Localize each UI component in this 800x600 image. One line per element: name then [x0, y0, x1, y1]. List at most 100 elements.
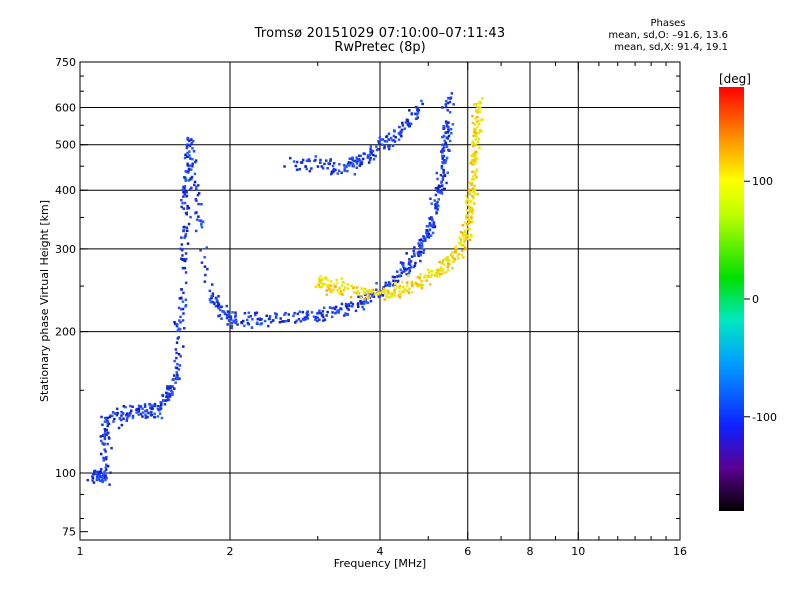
data-point — [476, 111, 479, 114]
data-point — [292, 160, 296, 163]
data-point — [317, 283, 320, 286]
data-point — [107, 436, 111, 439]
data-point — [198, 219, 201, 222]
data-point — [464, 232, 468, 236]
data-point — [370, 291, 374, 294]
data-point — [334, 312, 337, 315]
data-point — [474, 170, 477, 174]
data-point — [177, 336, 180, 339]
data-point — [405, 272, 408, 276]
data-point — [284, 311, 287, 315]
data-point — [449, 97, 452, 100]
data-point — [426, 232, 429, 235]
data-point — [125, 412, 129, 415]
data-point — [481, 97, 484, 100]
data-point — [462, 244, 465, 247]
data-point — [146, 415, 149, 419]
data-point — [353, 159, 356, 163]
data-point — [189, 177, 192, 180]
data-point — [357, 295, 360, 299]
data-point — [413, 252, 416, 255]
data-point — [369, 145, 373, 148]
data-point — [470, 216, 473, 220]
data-point — [326, 285, 329, 288]
data-point — [441, 259, 445, 262]
data-point — [468, 205, 472, 209]
data-point — [375, 288, 378, 291]
data-point — [463, 246, 467, 249]
data-point — [147, 411, 150, 415]
data-point — [183, 259, 187, 263]
data-point — [382, 286, 386, 289]
data-point — [434, 271, 437, 275]
data-point — [445, 124, 449, 127]
data-point — [185, 226, 189, 229]
data-point — [411, 290, 414, 294]
data-point — [93, 469, 97, 473]
data-point — [438, 260, 441, 264]
data-point — [182, 185, 185, 189]
data-point — [106, 422, 109, 425]
y-tick-label: 75 — [62, 526, 76, 539]
data-point — [385, 135, 388, 139]
x-tick-label: 8 — [527, 545, 534, 558]
data-point — [363, 292, 366, 295]
data-point — [450, 92, 454, 95]
data-point — [188, 178, 191, 182]
data-point — [173, 374, 176, 377]
data-point — [458, 236, 462, 240]
data-point — [398, 290, 401, 293]
data-point — [462, 237, 466, 240]
data-point — [440, 164, 444, 168]
data-point — [282, 320, 286, 323]
data-point — [100, 439, 103, 443]
data-point — [445, 271, 448, 274]
data-point — [188, 139, 191, 143]
data-point — [478, 110, 482, 113]
data-point — [474, 143, 478, 147]
data-point — [214, 296, 218, 300]
data-point — [184, 232, 188, 236]
data-point — [465, 248, 468, 251]
data-point — [474, 134, 477, 137]
data-point — [300, 161, 304, 164]
data-point — [450, 132, 453, 135]
data-point — [460, 253, 464, 257]
data-point — [175, 341, 179, 344]
data-point — [194, 159, 198, 162]
data-point — [394, 136, 397, 139]
data-point — [479, 102, 482, 105]
data-point — [466, 203, 469, 206]
data-point — [105, 455, 108, 459]
data-point — [211, 292, 215, 295]
data-point — [91, 475, 94, 478]
data-point — [230, 321, 234, 325]
data-point — [279, 317, 282, 320]
data-point — [447, 125, 450, 128]
data-point — [162, 399, 165, 402]
data-point — [156, 408, 160, 411]
data-point — [216, 304, 219, 308]
data-point — [323, 162, 326, 166]
data-point — [424, 239, 427, 242]
data-point — [331, 311, 334, 314]
data-point — [465, 234, 469, 237]
data-point — [439, 173, 443, 177]
colorbar-tick-label: -100 — [752, 411, 777, 424]
data-point — [351, 156, 354, 160]
data-point — [192, 150, 196, 153]
data-point — [113, 417, 116, 421]
data-point — [438, 274, 441, 278]
data-point — [108, 483, 111, 486]
y-axis-label: Stationary phase Virtual Height [km] — [38, 200, 51, 402]
data-point — [105, 428, 108, 432]
data-point — [462, 234, 465, 237]
data-point — [150, 413, 154, 417]
data-point — [442, 134, 446, 138]
data-point — [186, 136, 190, 140]
data-point — [471, 208, 475, 211]
data-point — [222, 310, 226, 313]
data-point — [185, 145, 189, 148]
x-tick-label: 10 — [571, 545, 585, 558]
data-point — [388, 145, 391, 148]
